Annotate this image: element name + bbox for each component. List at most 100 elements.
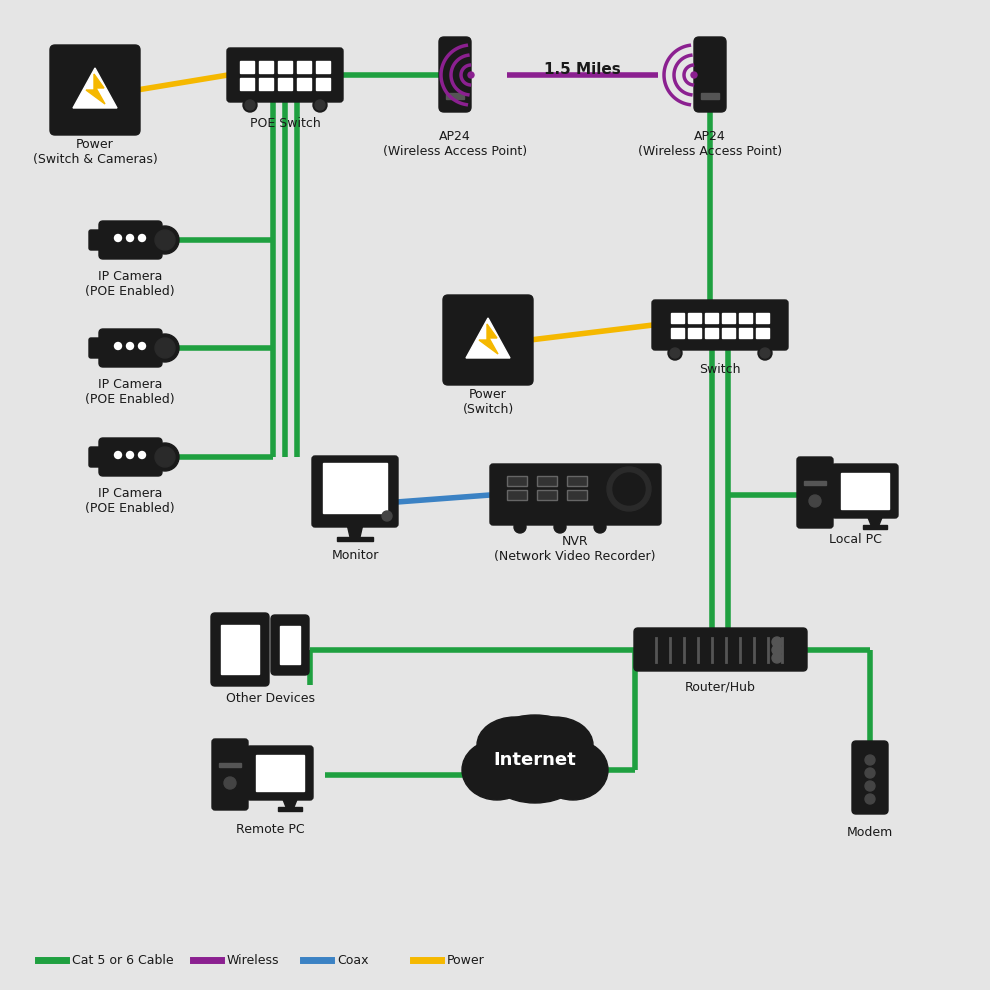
Circle shape xyxy=(127,343,134,349)
Text: Modem: Modem xyxy=(846,826,893,839)
FancyBboxPatch shape xyxy=(841,473,889,509)
FancyBboxPatch shape xyxy=(221,625,259,674)
Circle shape xyxy=(127,235,134,242)
Circle shape xyxy=(772,637,782,647)
Circle shape xyxy=(155,230,175,250)
FancyBboxPatch shape xyxy=(652,300,788,350)
Polygon shape xyxy=(347,524,363,537)
Circle shape xyxy=(772,653,782,663)
Text: NVR
(Network Video Recorder): NVR (Network Video Recorder) xyxy=(494,535,655,563)
Polygon shape xyxy=(867,515,883,525)
Text: Wireless: Wireless xyxy=(227,953,279,966)
FancyBboxPatch shape xyxy=(99,221,162,259)
FancyBboxPatch shape xyxy=(439,37,471,112)
Text: Local PC: Local PC xyxy=(829,533,881,546)
Polygon shape xyxy=(278,807,302,811)
FancyBboxPatch shape xyxy=(240,60,254,72)
Ellipse shape xyxy=(483,727,587,803)
FancyBboxPatch shape xyxy=(671,313,684,323)
FancyBboxPatch shape xyxy=(89,447,107,467)
Circle shape xyxy=(668,346,682,360)
FancyBboxPatch shape xyxy=(256,755,304,791)
Circle shape xyxy=(315,100,325,110)
Circle shape xyxy=(809,495,821,507)
Polygon shape xyxy=(466,318,510,358)
FancyBboxPatch shape xyxy=(701,93,719,99)
FancyBboxPatch shape xyxy=(211,613,269,686)
Text: Power
(Switch & Cameras): Power (Switch & Cameras) xyxy=(33,138,157,166)
Polygon shape xyxy=(337,537,373,541)
Ellipse shape xyxy=(490,715,580,765)
FancyBboxPatch shape xyxy=(280,626,300,664)
Circle shape xyxy=(139,451,146,458)
Text: 1.5 Miles: 1.5 Miles xyxy=(544,62,621,77)
FancyBboxPatch shape xyxy=(443,295,533,385)
Circle shape xyxy=(607,467,651,511)
Circle shape xyxy=(313,98,327,112)
FancyBboxPatch shape xyxy=(756,328,769,338)
Text: Power
(Switch): Power (Switch) xyxy=(462,388,514,416)
FancyBboxPatch shape xyxy=(671,328,684,338)
Polygon shape xyxy=(804,481,826,485)
FancyBboxPatch shape xyxy=(567,490,587,500)
Circle shape xyxy=(670,348,680,358)
Circle shape xyxy=(139,235,146,242)
FancyBboxPatch shape xyxy=(89,338,107,358)
FancyBboxPatch shape xyxy=(688,328,701,338)
Text: Coax: Coax xyxy=(337,953,368,966)
Circle shape xyxy=(760,348,770,358)
FancyBboxPatch shape xyxy=(323,463,387,513)
FancyBboxPatch shape xyxy=(278,60,292,72)
Text: Remote PC: Remote PC xyxy=(236,823,304,836)
Polygon shape xyxy=(479,324,498,354)
Ellipse shape xyxy=(517,717,593,773)
Text: POE Switch: POE Switch xyxy=(249,117,321,130)
Text: Monitor: Monitor xyxy=(332,549,379,562)
FancyBboxPatch shape xyxy=(99,329,162,367)
FancyBboxPatch shape xyxy=(271,615,309,675)
Circle shape xyxy=(772,645,782,655)
FancyBboxPatch shape xyxy=(297,77,311,89)
Text: IP Camera
(POE Enabled): IP Camera (POE Enabled) xyxy=(85,487,175,515)
Circle shape xyxy=(115,343,122,349)
FancyBboxPatch shape xyxy=(297,60,311,72)
FancyBboxPatch shape xyxy=(240,77,254,89)
FancyBboxPatch shape xyxy=(537,476,557,486)
FancyBboxPatch shape xyxy=(259,60,273,72)
Circle shape xyxy=(115,235,122,242)
Circle shape xyxy=(245,100,255,110)
FancyBboxPatch shape xyxy=(739,328,752,338)
FancyBboxPatch shape xyxy=(446,93,464,99)
FancyBboxPatch shape xyxy=(316,60,330,72)
FancyBboxPatch shape xyxy=(705,328,718,338)
FancyBboxPatch shape xyxy=(832,464,898,518)
Circle shape xyxy=(127,451,134,458)
FancyBboxPatch shape xyxy=(278,77,292,89)
Circle shape xyxy=(151,443,179,471)
Circle shape xyxy=(139,343,146,349)
Polygon shape xyxy=(282,797,298,807)
Circle shape xyxy=(554,521,566,533)
Polygon shape xyxy=(73,68,117,108)
Circle shape xyxy=(865,794,875,804)
Circle shape xyxy=(155,447,175,467)
FancyBboxPatch shape xyxy=(312,456,398,527)
Text: Other Devices: Other Devices xyxy=(226,692,315,705)
Circle shape xyxy=(691,72,697,78)
FancyBboxPatch shape xyxy=(247,746,313,800)
Circle shape xyxy=(382,511,392,521)
Circle shape xyxy=(468,72,474,78)
FancyBboxPatch shape xyxy=(316,77,330,89)
Text: Switch: Switch xyxy=(699,363,741,376)
FancyBboxPatch shape xyxy=(259,77,273,89)
Circle shape xyxy=(151,226,179,254)
Circle shape xyxy=(865,755,875,765)
Text: IP Camera
(POE Enabled): IP Camera (POE Enabled) xyxy=(85,270,175,298)
Text: Power: Power xyxy=(447,953,485,966)
Text: Internet: Internet xyxy=(494,751,576,769)
Text: Router/Hub: Router/Hub xyxy=(684,680,755,693)
FancyBboxPatch shape xyxy=(567,476,587,486)
Text: Cat 5 or 6 Cable: Cat 5 or 6 Cable xyxy=(72,953,173,966)
FancyBboxPatch shape xyxy=(756,313,769,323)
Circle shape xyxy=(115,451,122,458)
